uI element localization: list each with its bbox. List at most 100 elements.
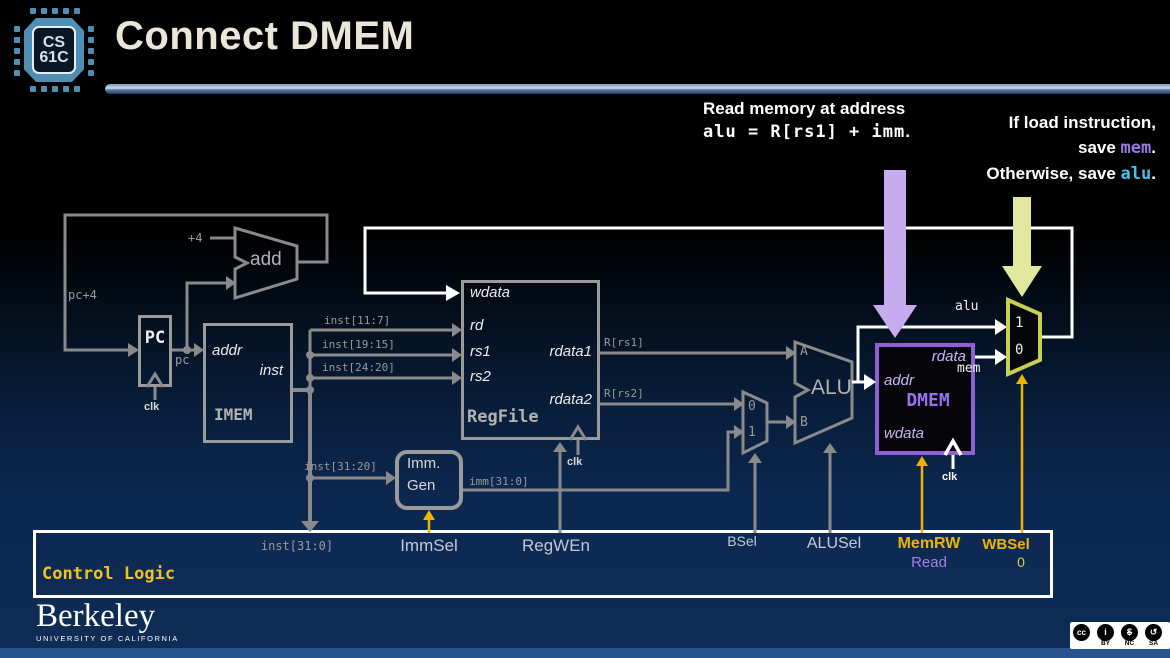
immgen-line1: Imm. [407, 455, 441, 472]
arrow-rdata2-into-bmux [734, 397, 744, 411]
regfile-rd-port: rd [470, 317, 484, 334]
white-wires [363, 226, 1074, 469]
title-underline [105, 84, 1170, 94]
add-unit-shape [233, 226, 299, 301]
gray-wires [63, 213, 832, 533]
arrow-into-pc [128, 343, 139, 357]
arrow-into-rd [452, 323, 462, 337]
pc-out-label: pc [175, 353, 190, 367]
annotation-otherwise-prefix: Otherwise, save [986, 164, 1121, 183]
page-title: Connect DMEM [115, 14, 415, 58]
arrow-into-alu-b [786, 415, 796, 429]
wire-label-inst-11-7: inst[11:7] [324, 314, 391, 327]
arrow-mem-into-wbmux [995, 349, 1007, 365]
annotation-read-code: alu = R[rs1] + imm [703, 122, 906, 142]
regfile-clk-label: clk [567, 456, 583, 468]
chip-pins-bottom [30, 86, 80, 92]
chip-label-line1: CS [42, 33, 66, 51]
alu-shape [793, 339, 854, 446]
arrow-into-dmem-addr [864, 374, 876, 390]
arrow-into-imem-addr [194, 343, 204, 357]
regfile-rdata2-port: rdata2 [549, 391, 592, 408]
dmem-clk-triangle [943, 437, 963, 456]
control-signal-wires [427, 383, 1024, 533]
imem-box [203, 323, 293, 443]
regfile-rdata1-port: rdata1 [549, 343, 592, 360]
arrow-into-alu-a [786, 346, 796, 360]
arrow-immsel-up [423, 510, 435, 520]
annotation-read-line1: Read memory at address [703, 99, 906, 118]
cc-by-label: BY [1100, 640, 1111, 647]
cc-license-badge: cc i $ ↺ BY NC SA [1070, 622, 1170, 649]
annotation-if-line2-period: . [1151, 138, 1156, 157]
annotation-if-line2: save mem. [986, 135, 1156, 161]
arrow-alu-into-wbmux [995, 319, 1007, 335]
white-arrowheads [446, 285, 1007, 390]
wire-pc-to-add [185, 281, 226, 350]
wire-label-inst-31-20: inst[31:20] [304, 460, 377, 473]
arrow-into-wdata [446, 285, 460, 301]
control-logic-box [33, 530, 1053, 598]
junction-inst [306, 386, 314, 394]
imem-inst-port: inst [259, 362, 283, 379]
berkeley-subtitle: UNIVERSITY OF CALIFORNIA [36, 634, 179, 643]
alu-a-port: A [800, 344, 808, 359]
wb-mux-1: 1 [1015, 315, 1024, 331]
junction-rs2 [306, 374, 314, 382]
annotation-writeback: If load instruction, save mem. Otherwise… [986, 110, 1156, 187]
immgen-box [395, 450, 463, 510]
chip-pins-top [30, 8, 80, 14]
cc-sa-icon: ↺ [1145, 624, 1162, 641]
yellow-annotation-arrow [1002, 197, 1042, 297]
junction-pc [183, 346, 191, 354]
annotation-read-line2: alu = R[rs1] + imm. [703, 120, 910, 144]
dmem-wdata-port: wdata [884, 425, 925, 442]
wire-label-r-rs1: R[rs1] [604, 336, 644, 349]
arrow-into-immgen [386, 471, 396, 485]
arrow-bsel-up [748, 453, 762, 463]
arrow-imm-into-bmux [734, 425, 744, 439]
pc-register-box [138, 315, 172, 387]
berkeley-logo: Berkeley UNIVERSITY OF CALIFORNIA [36, 598, 179, 644]
gray-shapes [145, 226, 854, 456]
arrow-wbsel-up [1016, 374, 1028, 384]
berkeley-wordmark: Berkeley [36, 598, 156, 634]
signal-alusel: ALUSel [806, 535, 862, 552]
junction-dots [183, 346, 314, 482]
arrow-into-rs1 [452, 348, 462, 362]
regfile-rs1-port: rs1 [470, 343, 491, 360]
annotation-read-memory: Read memory at address alu = R[rs1] + im… [703, 97, 910, 144]
signal-wbsel-value: 0 [1017, 554, 1025, 570]
signal-wbsel: WBSel [982, 536, 1030, 553]
wb-mux-0: 0 [1015, 342, 1024, 358]
dmem-addr-port: addr [884, 372, 915, 389]
control-logic-title: Control Logic [42, 564, 176, 584]
dmem-box [875, 343, 975, 455]
chip-pins-right [88, 26, 94, 76]
chip-pins-left [14, 26, 20, 76]
annotation-if-line3: Otherwise, save alu. [986, 161, 1156, 187]
arrow-into-add [226, 276, 236, 290]
wire-label-mem: mem [957, 361, 981, 376]
wire-label-r-rs2: R[rs2] [604, 387, 644, 400]
junction-immgen [306, 474, 314, 482]
regfile-box [461, 280, 600, 440]
chip-label-line2: 61C [39, 49, 69, 66]
arrow-into-rs2 [452, 371, 462, 385]
annotation-if-line1: If load instruction, [1008, 113, 1156, 132]
bsel-mux-shape [741, 389, 769, 456]
pc-clk-label: clk [144, 401, 160, 413]
junction-rs1 [306, 351, 314, 359]
regfile-clk-triangle [568, 424, 588, 441]
dmem-rdata-port: rdata [931, 348, 966, 365]
wb-mux-shape [1006, 296, 1042, 378]
cc-nc-icon: $ [1121, 624, 1138, 641]
gray-arrowheads [128, 276, 837, 532]
immgen-line2: Gen [407, 477, 436, 494]
add-title: add [250, 249, 282, 270]
pc-clk-triangle [145, 371, 165, 388]
wire-pc-plus4-loop [63, 213, 329, 352]
wire-label-inst-24-20: inst[24:20] [322, 361, 395, 374]
signal-memrw-value: Read [911, 554, 947, 571]
alu-title: ALU [811, 376, 852, 399]
